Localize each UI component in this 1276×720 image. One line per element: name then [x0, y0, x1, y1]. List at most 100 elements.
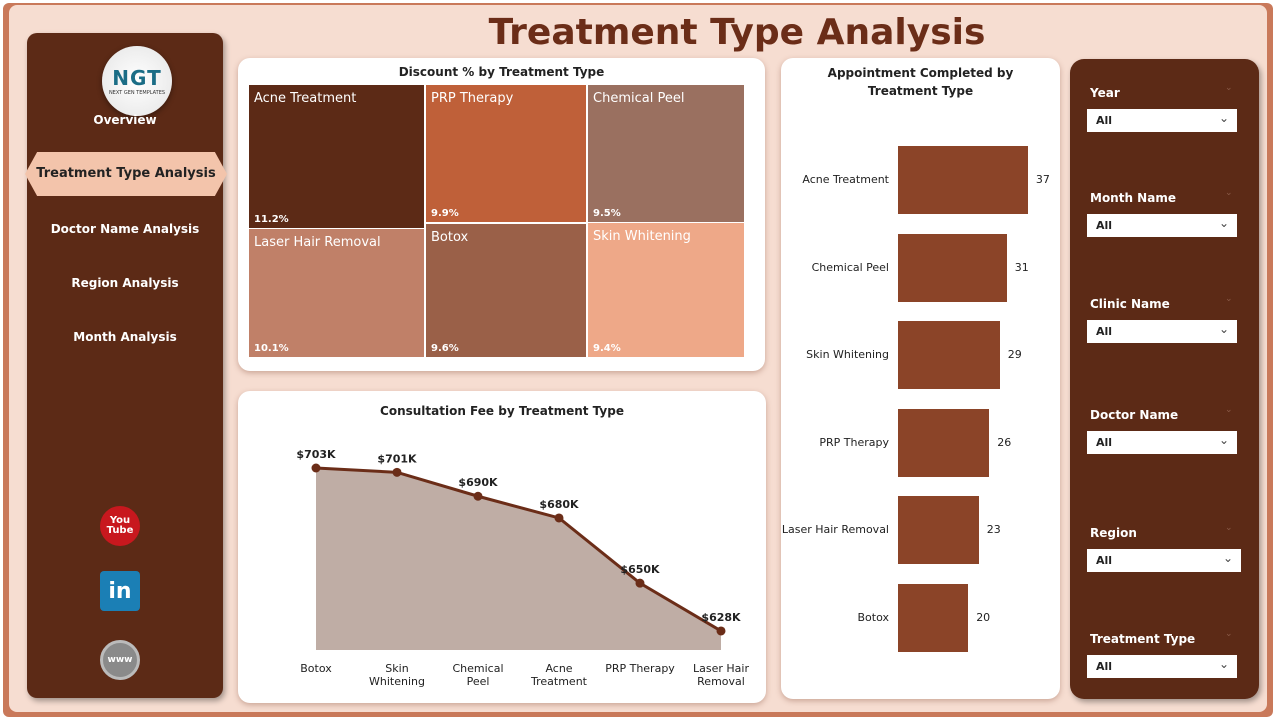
globe-icon[interactable]: www — [100, 640, 140, 680]
treemap-cell[interactable]: Chemical Peel 9.5% — [588, 85, 744, 222]
treemap-cell-label: Chemical Peel — [593, 91, 685, 106]
x-tick-label: Skin Whitening — [369, 662, 425, 688]
page-title: Treatment Type Analysis — [488, 12, 986, 53]
bar-value-label: 23 — [986, 523, 1001, 536]
treemap-title: Discount % by Treatment Type — [398, 65, 605, 79]
filter-label: Month Name — [1090, 191, 1176, 205]
chevron-down-icon: ⌄ — [1218, 433, 1229, 447]
dropdown-value: All — [1096, 436, 1113, 449]
nav-overview[interactable]: Overview — [93, 113, 157, 127]
treemap-cell[interactable]: Skin Whitening 9.4% — [588, 223, 744, 357]
chevron-down-icon: ⌄ — [1218, 322, 1229, 336]
bar-category-label: Laser Hair Removal — [781, 523, 889, 536]
bar-chart-card: Appointment Completed by Treatment Type … — [781, 58, 1060, 699]
treemap-cell[interactable]: Acne Treatment 11.2% — [249, 85, 424, 228]
nav-doctor-name-analysis[interactable]: Doctor Name Analysis — [50, 222, 200, 236]
treemap-cell-label: Acne Treatment — [254, 91, 357, 106]
filter-dropdown[interactable]: All ⌄ — [1087, 655, 1237, 678]
x-tick-label: PRP Therapy — [605, 662, 675, 675]
collapse-chevron-icon[interactable]: ⌄ — [1225, 294, 1233, 304]
filter-label: Clinic Name — [1090, 297, 1170, 311]
nav-month-analysis[interactable]: Month Analysis — [73, 330, 177, 344]
chevron-down-icon: ⌄ — [1218, 657, 1229, 671]
nav-treatment-type-analysis[interactable]: Treatment Type Analysis — [25, 152, 227, 196]
dropdown-value: All — [1096, 660, 1113, 673]
treemap-cell-label: Botox — [431, 230, 469, 245]
x-tick-label: Chemical Peel — [452, 662, 503, 688]
bar[interactable] — [898, 496, 979, 564]
collapse-chevron-icon[interactable]: ⌄ — [1225, 83, 1233, 93]
filter-dropdown[interactable]: All ⌄ — [1087, 431, 1237, 454]
data-point[interactable] — [311, 463, 321, 473]
filter-panel: Year ⌄ All ⌄ Month Name ⌄ All ⌄ Clinic Name … — [1070, 59, 1259, 699]
data-point[interactable] — [554, 513, 564, 523]
treemap-cell-value: 10.1% — [254, 343, 289, 354]
treemap-cell-value: 9.9% — [431, 208, 459, 219]
filter-dropdown[interactable]: All ⌄ — [1087, 109, 1237, 132]
dropdown-value: All — [1096, 554, 1113, 567]
treemap-cell[interactable]: Laser Hair Removal 10.1% — [249, 229, 424, 357]
data-label: $690K — [458, 476, 498, 489]
nav-region-analysis[interactable]: Region Analysis — [71, 276, 179, 290]
filter-dropdown[interactable]: All ⌄ — [1087, 320, 1237, 343]
x-tick-label: Laser Hair Removal — [693, 662, 749, 688]
x-tick-label: Botox — [300, 662, 332, 675]
filter-label: Year — [1090, 86, 1120, 100]
collapse-chevron-icon[interactable]: ⌄ — [1225, 523, 1233, 533]
data-label: $680K — [539, 498, 579, 511]
bar[interactable] — [898, 321, 1000, 389]
bar[interactable] — [898, 408, 990, 477]
bar-value-label: 20 — [976, 610, 991, 624]
data-point[interactable] — [635, 578, 645, 588]
bar-value-label: 26 — [997, 435, 1012, 449]
line-chart-title: Consultation Fee by Treatment Type — [380, 404, 624, 418]
bar-value-label: 29 — [1007, 348, 1022, 361]
data-point[interactable] — [392, 467, 402, 477]
bar-chart-title: Appointment Completed by Treatment Type — [827, 66, 1014, 98]
data-label: $701K — [377, 452, 417, 465]
youtube-icon[interactable]: You Tube — [100, 506, 140, 546]
dropdown-value: All — [1096, 325, 1113, 338]
logo: NGT NEXT GEN TEMPLATES — [102, 46, 172, 116]
x-tick-label: Acne Treatment — [530, 662, 588, 688]
dropdown-value: All — [1096, 114, 1113, 127]
treemap-cell-label: PRP Therapy — [431, 91, 514, 106]
data-label: $628K — [701, 611, 741, 624]
treemap-cell-label: Skin Whitening — [593, 229, 691, 244]
data-label: $650K — [620, 563, 660, 576]
treemap-cell[interactable]: PRP Therapy 9.9% — [426, 85, 586, 222]
linkedin-icon[interactable]: in — [100, 571, 140, 611]
treemap-cell[interactable]: Botox 9.6% — [426, 224, 586, 357]
treemap-cell-label: Laser Hair Removal — [254, 235, 381, 250]
bar-value-label: 31 — [1014, 260, 1029, 274]
filter-dropdown[interactable]: All ⌄ — [1087, 549, 1241, 572]
collapse-chevron-icon[interactable]: ⌄ — [1225, 188, 1233, 198]
bar-category-label: Botox — [857, 610, 890, 624]
treemap-cell-value: 9.6% — [431, 343, 459, 354]
chevron-down-icon: ⌄ — [1222, 551, 1233, 565]
area-line — [315, 466, 722, 633]
collapse-chevron-icon[interactable]: ⌄ — [1225, 629, 1233, 639]
data-point[interactable] — [716, 626, 726, 636]
dropdown-value: All — [1096, 219, 1113, 232]
filter-dropdown[interactable]: All ⌄ — [1087, 214, 1237, 237]
bar-category-label: Acne Treatment — [802, 173, 889, 186]
chevron-down-icon: ⌄ — [1218, 216, 1229, 230]
bar[interactable] — [898, 583, 969, 652]
treemap-cell-value: 9.4% — [593, 343, 621, 354]
treemap-cell-value: 11.2% — [254, 214, 289, 225]
bar-category-label: Chemical Peel — [811, 260, 889, 274]
bar[interactable] — [898, 146, 1028, 214]
bar-value-label: 37 — [1035, 173, 1050, 186]
filter-label: Region — [1090, 526, 1137, 540]
chevron-down-icon: ⌄ — [1218, 111, 1229, 125]
bar[interactable] — [898, 233, 1007, 302]
collapse-chevron-icon[interactable]: ⌄ — [1225, 405, 1233, 415]
data-label: $703K — [296, 448, 336, 461]
filter-label: Treatment Type — [1090, 632, 1196, 646]
filter-label: Doctor Name — [1090, 408, 1179, 422]
data-point[interactable] — [473, 491, 483, 501]
bar-category-label: Skin Whitening — [806, 348, 889, 361]
area-fill — [316, 468, 721, 650]
